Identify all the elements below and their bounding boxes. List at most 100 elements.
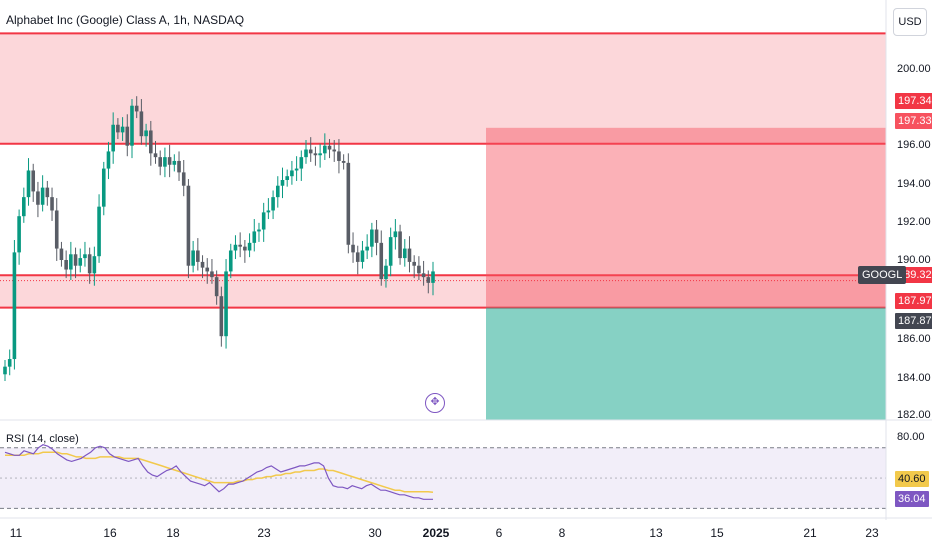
candle-body (167, 157, 172, 165)
candle-body (393, 231, 398, 238)
candle-body (360, 250, 365, 262)
candle-body (87, 254, 92, 274)
candle-body (83, 254, 87, 259)
candle-body (285, 176, 289, 180)
candle-body (92, 256, 97, 274)
candle-body (346, 162, 351, 245)
candle-body (318, 153, 322, 156)
candle-body (59, 248, 64, 260)
candle-body (332, 149, 337, 152)
candle-body (299, 157, 304, 169)
candle-body (116, 124, 120, 133)
price-tick: 190.00 (897, 254, 931, 266)
target-icon[interactable]: ✥ (425, 393, 445, 413)
candle-body (421, 273, 426, 278)
time-tick: 13 (649, 526, 663, 540)
price-tick: 182.00 (897, 409, 931, 421)
candle-body (365, 246, 369, 251)
rsi-line (4, 444, 433, 500)
rsi-tag: 36.04 (895, 491, 929, 507)
long-position-target-area (486, 307, 886, 420)
rsi-layer (0, 444, 886, 509)
candle-body (111, 124, 115, 152)
candle-body (233, 244, 238, 251)
candle-body (238, 244, 242, 247)
time-tick: 8 (558, 526, 566, 540)
price-tick: 196.00 (897, 139, 931, 151)
candle-body (172, 160, 177, 165)
candle-body (12, 252, 17, 360)
candle-body (186, 185, 191, 266)
time-tick: 23 (865, 526, 879, 540)
rsi-band-area (0, 447, 886, 509)
candle-body (205, 267, 210, 272)
candle-body (125, 126, 130, 146)
rsi-ma-tag: 40.60 (895, 471, 929, 487)
candle-body (130, 105, 134, 146)
candle-body (219, 296, 224, 337)
candle-body (290, 170, 294, 177)
candle-body (22, 197, 26, 217)
symbol-label: GOOGL (858, 266, 907, 284)
candle-body (355, 252, 360, 262)
rsi-ma-line (5, 451, 434, 494)
candle-body (97, 206, 101, 257)
price-tag-lower: 187.97 (895, 293, 932, 309)
time-tick: 18 (166, 526, 180, 540)
candle-body (78, 258, 83, 266)
candle-body (323, 145, 327, 154)
candle-body (417, 265, 421, 274)
chart-title: Alphabet Inc (Google) Class A, 1h, NASDA… (6, 13, 245, 27)
candle-body (431, 271, 435, 283)
candle-body (370, 229, 374, 247)
candle-body (341, 160, 346, 163)
candle-body (388, 237, 393, 266)
time-tick: 16 (103, 526, 117, 540)
candle-body (407, 248, 412, 262)
candle-body (7, 359, 12, 367)
candle-body (177, 160, 181, 173)
candle-body (337, 151, 341, 161)
candle-body (73, 254, 78, 266)
price-tick: 194.00 (897, 178, 931, 190)
candle-body (69, 254, 73, 270)
candle-body (139, 111, 144, 137)
candle-body (101, 168, 106, 207)
long-position-stop-area (486, 127, 886, 308)
candle-body (261, 212, 266, 230)
candle-body (280, 180, 285, 186)
rsi-title[interactable]: RSI (14, close) (6, 433, 79, 445)
candle-body (31, 170, 36, 192)
candle-body (257, 229, 261, 232)
candle-body (398, 231, 402, 259)
currency-button[interactable]: USD (893, 8, 927, 36)
price-tag-stop: 197.33 (895, 113, 932, 129)
candle-body (379, 242, 384, 280)
candle-body (45, 187, 50, 198)
candle-body (153, 153, 158, 158)
candle-body (50, 197, 54, 211)
candle-body (327, 145, 332, 150)
candle-body (144, 130, 148, 137)
zones-layer (0, 32, 886, 420)
candle-body (191, 250, 195, 266)
candle-body (158, 157, 163, 167)
time-tick: 21 (803, 526, 817, 540)
candle-body (181, 172, 186, 186)
candle-body (54, 210, 59, 249)
rsi-tick: 80.00 (897, 431, 925, 443)
time-tick: 11 (9, 526, 23, 540)
candle-body (271, 197, 275, 211)
candle-body (266, 210, 271, 213)
candle-body (210, 271, 214, 278)
candle-body (64, 260, 68, 270)
candle-body (36, 191, 40, 205)
price-tag-entry: 187.87 (895, 313, 932, 329)
candle-body (374, 229, 379, 243)
candle-body (304, 149, 308, 158)
price-tick: 184.00 (897, 372, 931, 384)
candle-body (412, 261, 416, 266)
candle-body (120, 126, 125, 133)
candle-body (275, 185, 280, 198)
